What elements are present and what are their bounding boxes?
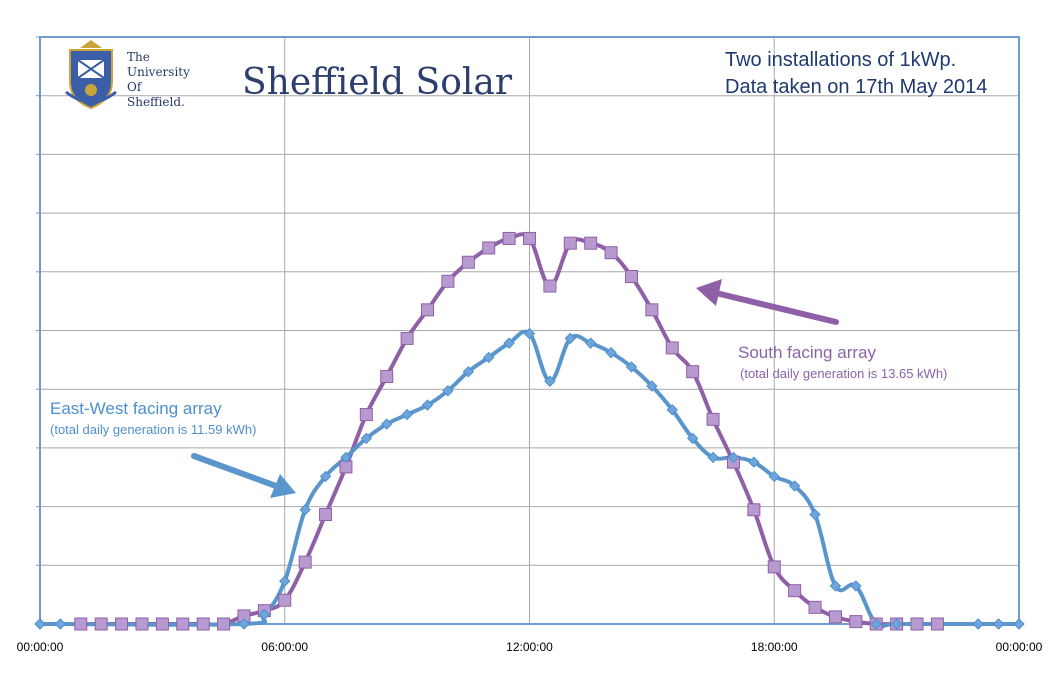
east-west-series-point [809, 508, 821, 521]
south-series-point [645, 303, 659, 317]
south-series-point [665, 341, 679, 355]
east-west-series-point [421, 399, 434, 411]
east-west-series-point [850, 580, 862, 592]
south-arrow-icon [696, 279, 839, 325]
south-series-point [686, 365, 700, 379]
east-west-series-point [666, 404, 678, 416]
east-west-series-point [972, 618, 984, 630]
east-west-series-point [360, 432, 373, 445]
south-series-point [319, 508, 333, 522]
east-west-series-point [625, 361, 638, 373]
east-west-series-point [319, 470, 332, 483]
south-array-note: (total daily generation is 13.65 kWh) [740, 366, 947, 381]
south-series-point [196, 617, 210, 631]
plot-border [39, 36, 1020, 625]
east-west-series-point [503, 337, 515, 349]
south-series-point [135, 617, 149, 631]
east-west-series-point [401, 408, 413, 421]
south-series-point [482, 241, 496, 255]
east-west-series-point [442, 385, 454, 397]
south-series-point [767, 560, 781, 574]
east-west-series-point [340, 451, 352, 464]
east-west-series-point [299, 504, 311, 516]
south-series-point [624, 270, 638, 284]
chart-title: Sheffield Solar [242, 62, 513, 103]
east-west-series-point [381, 418, 393, 430]
east-west-series-point [544, 375, 556, 387]
x-tick-label: 06:00:00 [261, 640, 308, 654]
south-series-point [502, 231, 516, 245]
east-west-series-point [870, 618, 882, 630]
east-west-series-point [646, 380, 658, 392]
east-west-series-point [686, 432, 699, 445]
ew-arrow-icon [191, 453, 296, 498]
logo-line-4: Sheffield. [127, 95, 185, 109]
east-west-series-point [523, 327, 536, 340]
ew-array-label: East-West facing array [50, 399, 222, 418]
south-series-point [359, 408, 373, 422]
east-west-series-point [483, 351, 495, 364]
east-west-series-point [279, 575, 291, 587]
east-west-series-point [707, 451, 719, 464]
south-series-point [298, 555, 312, 569]
south-series-point [910, 617, 924, 631]
south-series-point [543, 279, 557, 293]
east-west-series-point [727, 451, 740, 464]
subtitle-line-1: Two installations of 1kWp. [725, 49, 956, 71]
south-series-point [828, 610, 842, 624]
x-tick-label: 00:00:00 [996, 640, 1043, 654]
south-series-point [441, 274, 455, 288]
south-series-point [849, 615, 863, 629]
south-array-label: South facing array [738, 343, 876, 362]
shield-icon [65, 40, 117, 110]
east-west-series-point [992, 618, 1005, 630]
east-west-series-point [605, 346, 617, 359]
east-west-series-point [34, 618, 46, 630]
south-series-point [421, 303, 435, 317]
east-west-series-point [890, 618, 903, 630]
south-series-point [604, 246, 618, 260]
ew-array-note: (total daily generation is 11.59 kWh) [50, 422, 256, 437]
east-west-series-point [54, 618, 67, 630]
south-series-point [747, 503, 761, 517]
logo-line-3: Of [127, 80, 143, 94]
south-series-point [563, 236, 577, 250]
university-logo: The University Of Sheffield. [65, 40, 190, 110]
south-series-point [278, 593, 292, 607]
south-series-point [176, 617, 190, 631]
east-west-series-point [462, 366, 475, 378]
east-west-series-point [748, 456, 760, 468]
south-series-point [380, 369, 394, 383]
east-west-series-point [258, 608, 271, 621]
east-west-series-point [238, 618, 250, 630]
south-series-point [584, 236, 598, 250]
south-series-point [930, 617, 944, 631]
east-west-series-point [788, 480, 801, 492]
east-west-series-point [584, 337, 597, 349]
south-series-point [461, 255, 475, 269]
south-series-point [217, 617, 231, 631]
south-series-point [74, 617, 88, 631]
south-series-point [400, 331, 414, 345]
east-west-series-point [564, 332, 576, 345]
south-series-point [94, 617, 108, 631]
east-west-series-point [1013, 618, 1025, 630]
south-series-point [155, 617, 169, 631]
x-tick-label: 18:00:00 [751, 640, 798, 654]
east-west-series-point [829, 580, 842, 592]
x-axis-ticks: 00:00:00 06:00:00 12:00:00 18:00:00 00:00:00 [17, 640, 1043, 654]
south-series-point [115, 617, 129, 631]
south-series-point [808, 600, 822, 614]
x-tick-label: 00:00:00 [17, 640, 64, 654]
logo-line-2: University [127, 65, 190, 79]
logo-line-1: The [127, 50, 150, 64]
south-series-point [788, 584, 802, 598]
south-series-point [706, 412, 720, 426]
subtitle-line-2: Data taken on 17th May 2014 [725, 76, 987, 98]
east-west-series-point [768, 470, 780, 483]
south-series-point [523, 231, 536, 245]
series-layer [34, 231, 1025, 631]
x-tick-label: 12:00:00 [506, 640, 553, 654]
